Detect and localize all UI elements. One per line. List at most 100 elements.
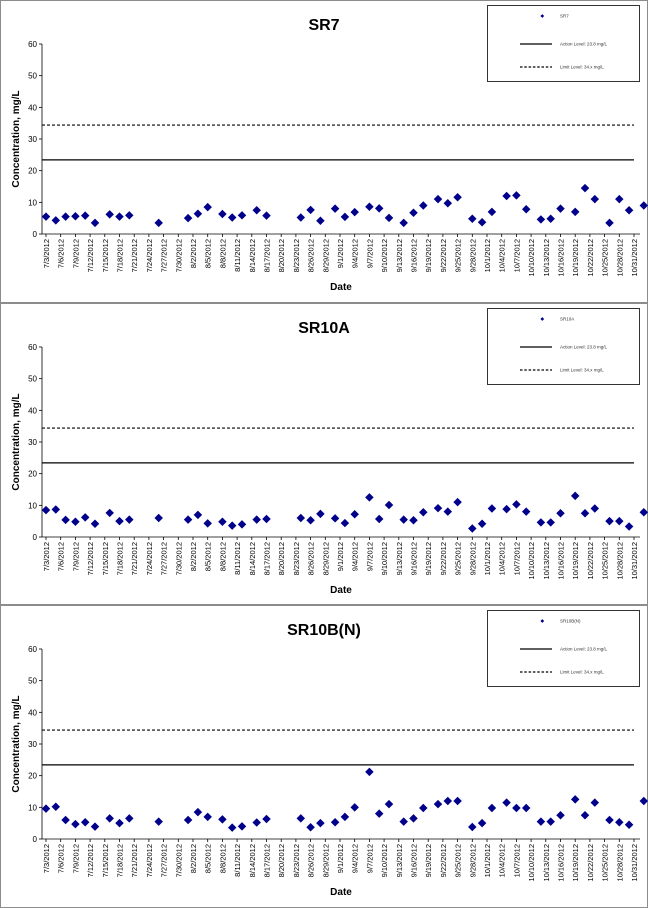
x-tick-label: 8/17/2012 xyxy=(263,844,272,877)
x-tick-label: 8/17/2012 xyxy=(263,542,272,575)
x-tick-label: 7/30/2012 xyxy=(174,239,183,272)
x-tick-label: 7/15/2012 xyxy=(101,542,110,575)
legend-series-label: SR10B(N) xyxy=(560,619,581,624)
data-point xyxy=(350,803,359,812)
x-tick-label: 10/25/2012 xyxy=(601,239,610,277)
data-point xyxy=(409,208,418,218)
data-point xyxy=(51,505,61,514)
data-point xyxy=(262,814,271,824)
x-tick-label: 8/2/2012 xyxy=(189,844,198,873)
y-axis-title: Concentration, mg/L xyxy=(11,90,22,187)
x-tick-label: 8/2/2012 xyxy=(189,239,198,268)
x-tick-label: 9/4/2012 xyxy=(351,542,360,571)
data-point xyxy=(330,204,340,213)
x-tick-label: 9/13/2012 xyxy=(395,542,404,575)
x-tick-label: 9/25/2012 xyxy=(454,844,463,877)
chart-title: SR10A xyxy=(298,320,350,337)
data-point xyxy=(227,213,237,222)
x-tick-label: 9/10/2012 xyxy=(380,239,389,272)
x-tick-label: 7/21/2012 xyxy=(130,844,139,877)
data-point xyxy=(590,798,600,807)
x-tick-label: 7/15/2012 xyxy=(101,239,110,272)
x-tick-label: 9/4/2012 xyxy=(351,239,360,268)
x-tick-label: 10/1/2012 xyxy=(483,239,492,272)
data-point xyxy=(433,194,443,204)
data-point xyxy=(419,803,428,813)
x-tick-label: 7/12/2012 xyxy=(86,542,95,575)
y-tick-label: 20 xyxy=(28,772,37,781)
x-tick-label: 9/16/2012 xyxy=(410,239,419,272)
data-point xyxy=(365,493,374,502)
data-point xyxy=(115,212,124,221)
x-tick-label: 9/1/2012 xyxy=(336,239,345,268)
x-tick-label: 10/13/2012 xyxy=(542,239,551,277)
x-tick-label: 9/4/2012 xyxy=(351,844,360,873)
y-tick-label: 40 xyxy=(28,406,37,415)
x-tick-label: 8/29/2012 xyxy=(321,844,330,877)
x-tick-label: 8/23/2012 xyxy=(292,239,301,272)
x-tick-label: 10/7/2012 xyxy=(512,844,521,877)
x-tick-label: 10/4/2012 xyxy=(498,844,507,877)
data-point xyxy=(580,811,590,820)
data-point xyxy=(570,491,580,501)
x-tick-label: 9/22/2012 xyxy=(439,239,448,272)
data-point xyxy=(330,514,340,523)
data-point xyxy=(570,795,580,804)
x-tick-label: 8/26/2012 xyxy=(307,239,316,272)
x-tick-label: 8/20/2012 xyxy=(277,844,286,877)
data-point xyxy=(384,799,394,809)
data-point xyxy=(409,515,418,525)
data-point xyxy=(536,817,546,826)
x-tick-label: 7/21/2012 xyxy=(130,239,139,272)
data-point xyxy=(487,803,497,813)
data-point xyxy=(502,504,511,514)
data-point xyxy=(71,212,80,221)
data-point xyxy=(399,817,408,826)
data-point xyxy=(374,809,384,818)
data-point xyxy=(330,817,340,827)
data-point xyxy=(296,513,306,523)
x-tick-label: 8/29/2012 xyxy=(321,239,330,272)
x-tick-label: 7/24/2012 xyxy=(145,239,154,272)
data-point xyxy=(183,213,193,223)
x-tick-label: 10/25/2012 xyxy=(601,542,610,580)
x-axis-title: Date xyxy=(330,585,352,596)
x-tick-label: 10/7/2012 xyxy=(512,239,521,272)
data-point xyxy=(316,216,325,225)
x-tick-label: 7/18/2012 xyxy=(116,844,125,877)
x-tick-label: 7/30/2012 xyxy=(174,542,183,575)
x-tick-label: 7/6/2012 xyxy=(57,844,66,873)
data-point xyxy=(512,803,521,813)
data-point xyxy=(590,504,600,513)
data-point xyxy=(41,505,51,515)
x-tick-label: 7/9/2012 xyxy=(71,239,80,268)
x-tick-label: 9/1/2012 xyxy=(336,542,345,571)
x-tick-label: 9/22/2012 xyxy=(439,542,448,575)
x-tick-label: 10/1/2012 xyxy=(483,542,492,575)
x-tick-label: 8/26/2012 xyxy=(307,542,316,575)
x-tick-label: 10/31/2012 xyxy=(630,844,639,882)
y-tick-label: 60 xyxy=(28,645,37,654)
x-tick-label: 9/19/2012 xyxy=(424,239,433,272)
data-point xyxy=(218,209,227,219)
x-tick-label: 9/25/2012 xyxy=(454,542,463,575)
data-point xyxy=(316,509,325,519)
data-point xyxy=(453,497,462,507)
y-tick-label: 20 xyxy=(28,470,37,479)
data-point xyxy=(51,216,61,225)
x-tick-label: 9/1/2012 xyxy=(336,844,345,873)
x-tick-label: 9/13/2012 xyxy=(395,239,404,272)
x-tick-label: 10/16/2012 xyxy=(557,542,566,580)
x-tick-label: 7/27/2012 xyxy=(160,542,169,575)
data-point xyxy=(306,515,315,525)
x-tick-label: 10/31/2012 xyxy=(630,542,639,580)
x-tick-label: 8/5/2012 xyxy=(204,542,213,571)
data-point xyxy=(556,811,565,820)
x-tick-label: 7/24/2012 xyxy=(145,844,154,877)
data-point xyxy=(521,803,531,813)
data-point xyxy=(340,812,350,822)
data-point xyxy=(193,209,203,218)
y-tick-label: 0 xyxy=(33,230,38,239)
y-tick-label: 0 xyxy=(33,533,38,542)
